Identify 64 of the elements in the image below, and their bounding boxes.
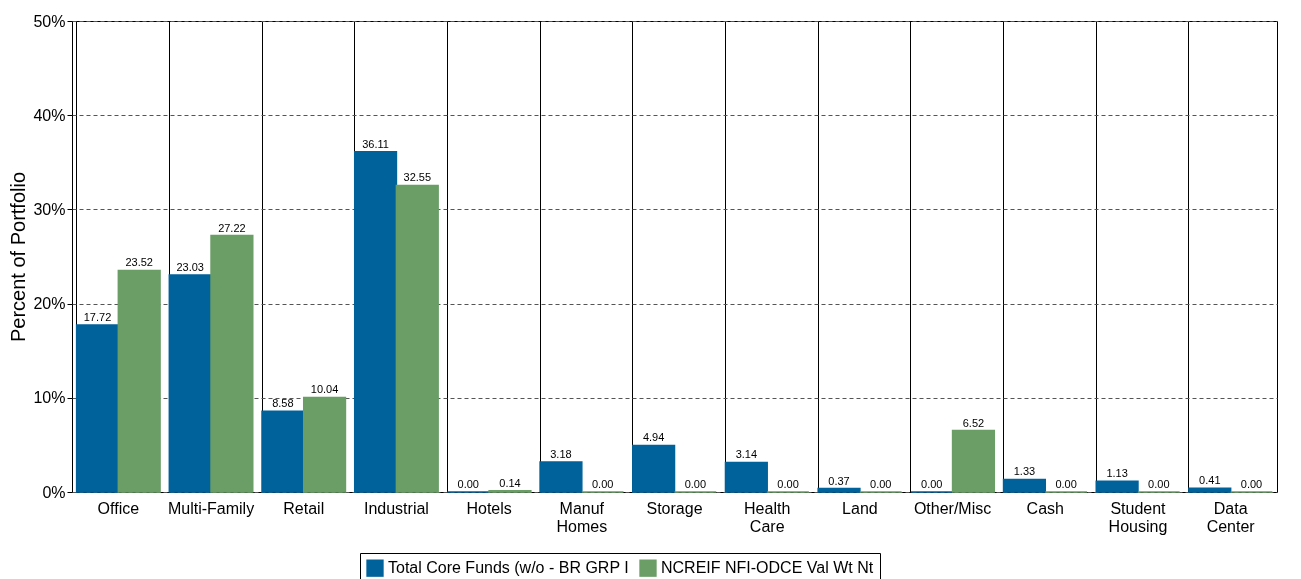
bar [724, 461, 768, 493]
bar [117, 269, 161, 493]
bar [75, 324, 120, 493]
data-label: 8.58 [272, 397, 294, 410]
data-label: 0.00 [1148, 478, 1170, 490]
y-tick-label: 30% [33, 200, 66, 218]
x-tick-label: Industrial [363, 499, 429, 517]
data-label: 10.04 [310, 383, 339, 396]
data-label: 4.94 [642, 431, 665, 444]
bar [395, 184, 439, 493]
x-tick-label: Storage [646, 499, 703, 517]
x-tick-label: Hotels [466, 499, 512, 517]
y-tick-label: 10% [33, 389, 66, 407]
x-tick-label: Student Housing [1108, 499, 1168, 535]
data-label: 23.03 [176, 261, 204, 274]
data-label: 1.33 [1013, 465, 1036, 478]
x-tick-label: Office [97, 499, 140, 517]
y-tick-label: 50% [33, 12, 66, 30]
x-tick-label: Data Center [1206, 499, 1256, 535]
data-label: 0.00 [1240, 478, 1263, 490]
data-label: 0.00 [870, 478, 892, 490]
bar [951, 429, 996, 493]
data-label: 0.37 [828, 474, 850, 487]
x-tick-label: Manuf Homes [556, 499, 608, 535]
legend-label: Total Core Funds (w/o - BR GRP I [388, 559, 629, 577]
bar [1188, 487, 1232, 493]
bar [1095, 480, 1139, 493]
bar [261, 410, 305, 493]
data-label: 23.52 [125, 256, 153, 269]
bar [632, 444, 676, 493]
bar [210, 234, 254, 493]
data-label: 0.00 [777, 478, 799, 490]
data-label: 3.14 [735, 448, 758, 461]
bar [817, 487, 861, 493]
bar [1002, 478, 1047, 493]
legend-label: NCREIF NFI-ODCE Val Wt Nt [661, 559, 874, 577]
data-label: 0.00 [684, 478, 707, 490]
data-label: 6.52 [962, 416, 985, 429]
data-label: 17.72 [83, 311, 112, 324]
data-label: 0.00 [921, 478, 943, 490]
data-label: 0.14 [499, 476, 521, 489]
bar [168, 274, 212, 493]
data-label: 0.00 [457, 478, 479, 490]
y-tick-label: 40% [33, 106, 66, 124]
x-tick-label: Health Care [744, 499, 791, 535]
y-tick-label: 20% [33, 295, 66, 313]
y-axis-title: Percent of Portfolio [7, 171, 30, 343]
x-tick-label: Other/Misc [913, 499, 992, 517]
bar [353, 151, 398, 493]
data-label: 27.22 [218, 221, 246, 234]
data-label: 0.00 [591, 478, 614, 490]
data-label: 36.11 [362, 137, 389, 150]
data-label: 0.41 [1199, 474, 1221, 487]
data-label: 32.55 [403, 171, 432, 184]
x-tick-label: Cash [1026, 499, 1064, 517]
data-label: 1.13 [1106, 467, 1128, 480]
data-label: 0.00 [1055, 478, 1077, 490]
y-tick-label: 0% [42, 483, 66, 501]
x-tick-label: Multi-Family [167, 499, 255, 517]
x-tick-label: Land [842, 499, 878, 517]
bar [302, 396, 347, 493]
data-label: 3.18 [550, 448, 572, 461]
x-tick-label: Retail [283, 499, 325, 517]
bar [539, 461, 583, 493]
